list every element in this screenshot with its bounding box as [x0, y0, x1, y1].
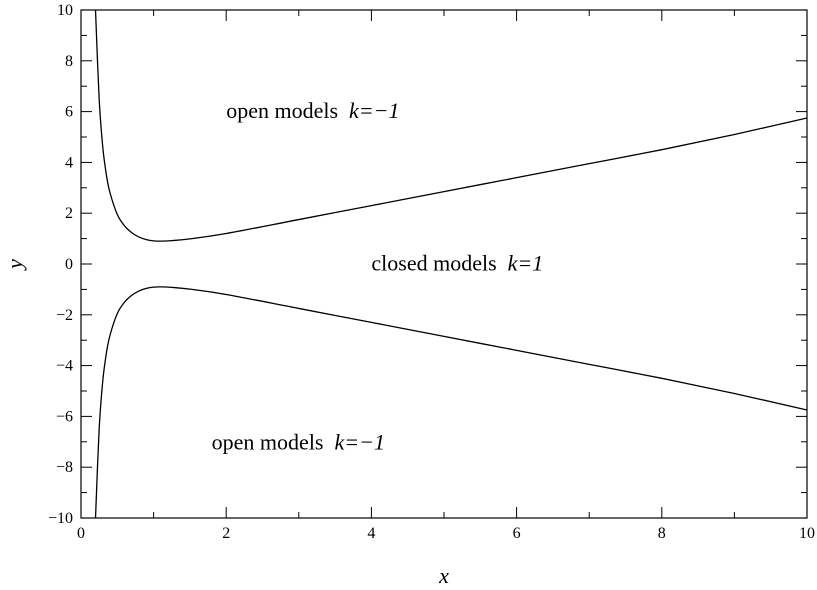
region-annotation: open models k=−1	[212, 429, 385, 454]
lower-curve	[94, 286, 808, 519]
annotation-k-value: k=1	[508, 250, 544, 275]
y-minor-ticks	[81, 34, 807, 494]
x-axis-label: x	[438, 563, 449, 588]
x-tick-label: 10	[799, 525, 815, 542]
annotation-k-value: k=−1	[335, 429, 385, 454]
region-annotation: open models k=−1	[226, 98, 399, 123]
x-tick-label: 2	[222, 525, 230, 542]
y-axis-label: y	[2, 259, 27, 271]
annotations: open models k=−1 closed models k=1 open mo…	[212, 98, 544, 454]
y-tick-label: 0	[65, 256, 73, 273]
y-tick-label: −2	[56, 307, 73, 324]
x-tick-label: 0	[77, 525, 85, 542]
y-tick-label: 10	[57, 2, 73, 19]
y-tick-label: 8	[65, 53, 73, 70]
plot-frame	[80, 9, 808, 519]
annotation-text: closed models	[371, 250, 507, 275]
annotation-text: open models	[212, 429, 335, 454]
x-tick-labels: 0 2 4 6 8 10	[77, 525, 815, 542]
y-tick-labels: −10 −8 −6 −4 −2 0 2 4 6 8 10	[48, 2, 73, 527]
y-tick-label: 6	[65, 104, 73, 121]
series-group	[94, 9, 808, 519]
y-tick-label: −6	[56, 408, 73, 425]
x-tick-label: 6	[513, 525, 521, 542]
annotation-text: open models	[226, 98, 349, 123]
x-tick-label: 8	[658, 525, 666, 542]
x-minor-ticks	[153, 10, 735, 518]
upper-curve	[94, 9, 808, 242]
region-annotation: closed models k=1	[371, 250, 543, 275]
y-tick-label: −4	[56, 358, 73, 375]
x-tick-label: 4	[367, 525, 375, 542]
y-tick-label: −10	[48, 510, 73, 527]
annotation-k-value: k=−1	[349, 98, 399, 123]
y-tick-label: −8	[56, 459, 73, 476]
y-tick-label: 4	[65, 154, 73, 171]
y-tick-label: 2	[65, 205, 73, 222]
